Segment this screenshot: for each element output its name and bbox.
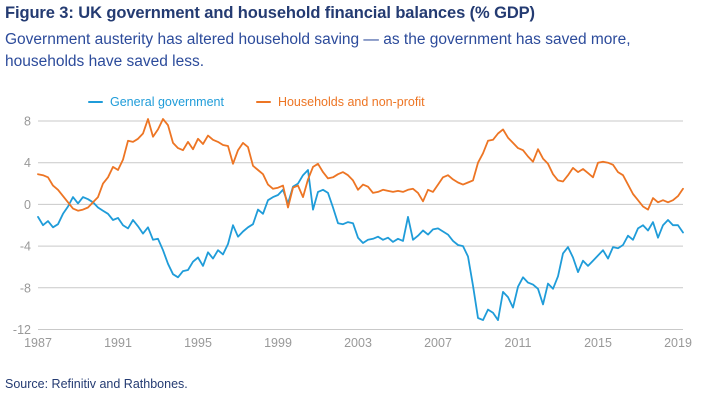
source-note: Source: Refinitiv and Rathbones. (5, 377, 188, 391)
y-tick-label: -4 (20, 240, 31, 254)
series-line-households-and-non-profit (37, 118, 684, 212)
figure-title: Figure 3: UK government and household fi… (5, 4, 535, 22)
legend-item-households: Households and non-profit (255, 95, 425, 109)
x-tick-label: 2011 (505, 336, 532, 350)
chart-area: 8 4 0 -4 -8 -12 1987 1991 1995 1999 2003 2007 2011 20… (0, 88, 708, 366)
legend-item-general-government: General government (88, 95, 224, 109)
legend-swatch-orange-line (255, 100, 271, 104)
x-tick-label: 1991 (104, 336, 132, 350)
x-tick-label: 2019 (664, 336, 692, 350)
y-tick-label: -8 (20, 281, 31, 295)
legend-label-households: Households and non-profit (277, 95, 425, 109)
legend-swatch-blue-line (88, 100, 103, 104)
y-tick-label: 4 (24, 156, 31, 170)
y-tick-label: 8 (24, 115, 31, 129)
x-tick-label: 1995 (184, 336, 212, 350)
x-tick-label: 2015 (584, 336, 612, 350)
x-tick-label: 2003 (344, 336, 372, 350)
y-tick-label: -12 (13, 323, 31, 337)
x-tick-label: 2007 (424, 336, 452, 350)
y-tick-label: 0 (24, 198, 31, 212)
series-line-general-government (37, 169, 684, 322)
figure-subtitle: Government austerity has altered househo… (5, 31, 631, 70)
chart-legend: General government Households and non-pr… (88, 95, 425, 109)
x-tick-label: 1999 (264, 336, 292, 350)
legend-label-general-government: General government (110, 95, 224, 109)
x-tick-label: 1987 (24, 336, 52, 350)
